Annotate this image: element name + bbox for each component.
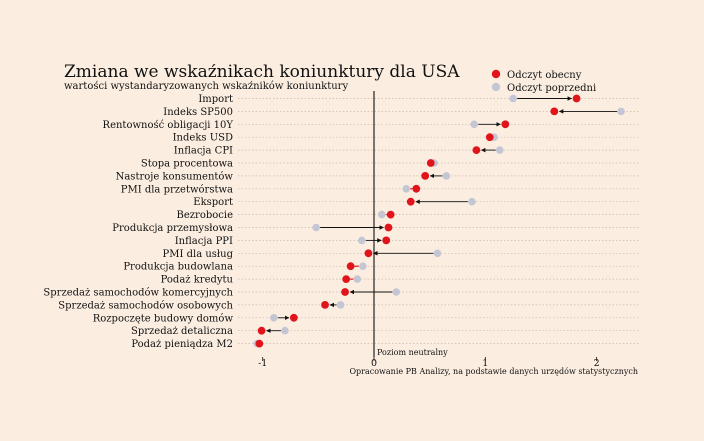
previous-point bbox=[617, 107, 625, 116]
current-point bbox=[472, 146, 481, 155]
change-connectors bbox=[266, 96, 618, 333]
x-axis-ticks: -1 0 1 2 bbox=[258, 357, 600, 369]
category-label: Produkcja budowlana bbox=[123, 262, 233, 273]
category-label: PMI dla usług bbox=[163, 249, 234, 260]
legend: Odczyt obecny Odczyt poprzedni bbox=[491, 69, 596, 94]
category-label: Podaż pieniądza M2 bbox=[131, 339, 233, 350]
current-point bbox=[485, 133, 494, 142]
category-label: PMI dla przetwórstwa bbox=[121, 184, 233, 195]
category-label: Eksport bbox=[193, 197, 233, 208]
previous-point bbox=[442, 172, 451, 180]
previous-point bbox=[312, 223, 320, 232]
previous-point bbox=[468, 197, 476, 206]
previous-point bbox=[336, 301, 345, 309]
previous-point bbox=[392, 288, 401, 296]
previous-point bbox=[470, 120, 478, 129]
category-label: Inflacja CPI bbox=[174, 146, 233, 157]
current-point bbox=[289, 313, 298, 322]
category-label: Sprzedaż samochodów komercyjnych bbox=[43, 288, 233, 299]
category-label: Import bbox=[198, 94, 233, 105]
current-point bbox=[342, 275, 351, 283]
zero-axis-label: Poziom neutralny bbox=[377, 348, 448, 357]
x-tick-label: 1 bbox=[482, 358, 488, 369]
current-point bbox=[382, 236, 391, 245]
current-point bbox=[501, 120, 510, 129]
current-points bbox=[255, 94, 581, 348]
previous-point bbox=[509, 94, 517, 103]
legend-previous-marker bbox=[491, 82, 501, 92]
current-point bbox=[341, 288, 349, 296]
legend-previous-label: Odczyt poprzedni bbox=[507, 83, 596, 94]
category-label: Indeks USD bbox=[173, 133, 233, 144]
current-point bbox=[255, 339, 264, 348]
x-tick-label: 2 bbox=[594, 358, 600, 369]
gridlines bbox=[238, 98, 640, 344]
x-tick-label: -1 bbox=[258, 358, 267, 369]
category-label: Bezrobocie bbox=[177, 210, 234, 221]
current-point bbox=[386, 210, 395, 219]
previous-point bbox=[357, 236, 366, 245]
chart-title: Zmiana we wskaźnikach koniunktury dla US… bbox=[64, 62, 460, 82]
current-point bbox=[412, 184, 421, 193]
chart-subtitle: wartości wystandaryzowanych wskaźników k… bbox=[64, 81, 348, 92]
x-tick-label: 0 bbox=[371, 358, 377, 369]
current-point bbox=[384, 223, 393, 232]
category-label: Podaż kredytu bbox=[161, 275, 234, 286]
current-point bbox=[426, 159, 435, 167]
category-label: Rentowność obligacji 10Y bbox=[103, 120, 234, 131]
previous-point bbox=[377, 210, 386, 219]
current-point bbox=[421, 172, 430, 180]
previous-point bbox=[281, 326, 289, 335]
category-label: Nastroje konsumentów bbox=[116, 171, 234, 182]
legend-current-label: Odczyt obecny bbox=[507, 70, 582, 81]
legend-current-marker bbox=[491, 69, 501, 79]
source-note: Opracowanie PB Analizy, na podstawie dan… bbox=[349, 367, 638, 376]
category-label: Stopa procentowa bbox=[141, 159, 233, 170]
current-point bbox=[257, 326, 266, 335]
category-label: Produkcja przemysłowa bbox=[112, 223, 233, 234]
current-point bbox=[572, 94, 581, 103]
previous-point bbox=[495, 146, 504, 154]
current-point bbox=[346, 262, 355, 271]
previous-point bbox=[433, 249, 442, 258]
category-label: Indeks SP500 bbox=[163, 107, 233, 118]
current-point bbox=[550, 107, 559, 116]
category-label: Inflacja PPI bbox=[175, 236, 233, 247]
current-point bbox=[406, 197, 415, 206]
current-point bbox=[321, 301, 329, 309]
previous-points bbox=[253, 94, 625, 348]
previous-point bbox=[402, 185, 411, 193]
category-label: Rozpoczęte budowy domów bbox=[93, 313, 234, 324]
previous-point bbox=[270, 314, 278, 322]
category-label: Sprzedaż detaliczna bbox=[131, 326, 233, 337]
previous-point bbox=[359, 262, 367, 271]
category-label: Sprzedaż samochodów osobowych bbox=[58, 300, 233, 311]
current-point bbox=[364, 249, 373, 258]
category-labels: Import Indeks SP500 Rentowność obligacji 1… bbox=[43, 94, 233, 350]
previous-point bbox=[353, 275, 362, 283]
